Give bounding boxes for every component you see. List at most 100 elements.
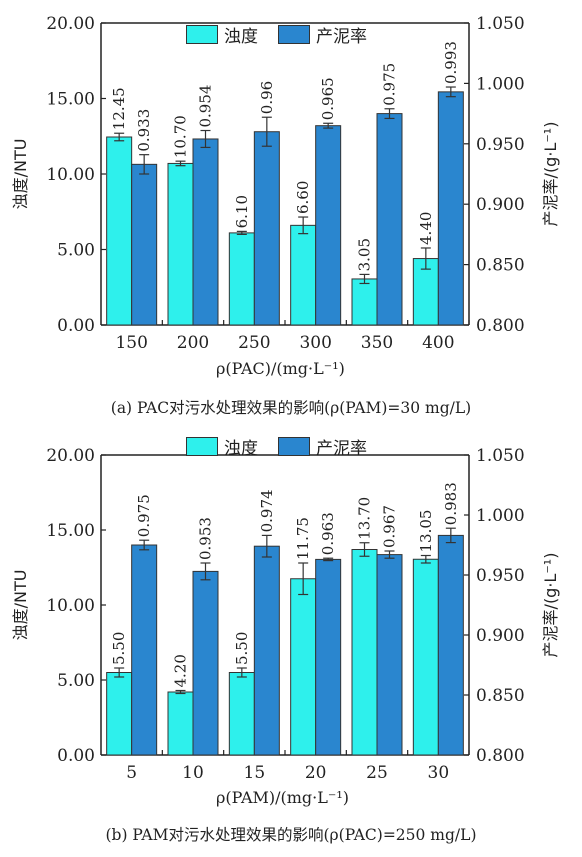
chart-b-svg: 0.00 5.00 10.00 15.00 20.00 0.800 0.850 0.900 0.… [11,446,560,783]
data-label: 0.96 [258,81,276,114]
data-label: 4.20 [172,654,190,687]
chart-a-x-axis-label: ρ(PAC)/(mg·L⁻¹) [216,359,345,378]
x-tick-label: 15 [244,763,266,783]
bar-sludge [437,91,464,326]
data-label: 0.983 [442,482,460,525]
right-tick-label: 1.050 [476,446,525,466]
x-tick-label: 200 [177,333,209,353]
x-tick-label: 350 [361,333,393,353]
chart-b-caption: (b) PAM对污水处理效果的影响(ρ(PAC)=250 mg/L) [105,826,477,844]
x-tick-label: 400 [422,333,454,353]
right-axis-title: 产泥率/(g·L⁻¹) [541,122,560,227]
right-tick-label: 0.950 [476,566,525,586]
bar-turbidity [228,232,255,326]
bar-turbidity [228,672,255,756]
right-tick-label: 0.950 [476,135,525,155]
left-axis-title: 浊度/NTU [11,570,30,641]
x-tick-label: 300 [299,333,331,353]
data-label: 6.10 [233,195,251,228]
legend-swatch-sludge [278,437,310,456]
data-label: 12.45 [110,87,128,130]
data-label: 0.963 [319,512,337,555]
left-tick-label: 5.00 [57,241,95,261]
bar-turbidity [412,558,439,756]
data-label: 13.05 [417,510,435,553]
legend-label-sludge: 产泥率 [316,27,367,47]
left-tick-label: 20.00 [46,14,95,34]
bar-sludge [192,570,219,756]
bar-sludge [131,163,158,326]
right-tick-label: 1.000 [476,74,525,94]
x-tick-label: 20 [305,763,327,783]
data-label: 0.975 [135,494,153,537]
right-tick-label: 0.850 [476,256,525,276]
data-label: 5.50 [110,632,128,665]
right-tick-label: 0.850 [476,686,525,706]
data-label: 10.70 [172,115,190,158]
legend-item-sludge: 产泥率 [278,22,367,47]
chart-b-x-axis-label: ρ(PAM)/(mg·L⁻¹) [216,788,349,807]
data-label: 13.70 [356,497,374,540]
left-tick-label: 15.00 [46,521,95,541]
bar-sludge [376,113,403,326]
left-tick-label: 5.00 [57,671,95,691]
data-label: 6.60 [294,181,312,214]
legend-item-turbidity: 浊度 [186,434,258,459]
data-label: 11.75 [294,517,312,560]
right-tick-label: 1.050 [476,14,525,34]
right-tick-label: 1.000 [476,506,525,526]
bar-turbidity [290,224,317,326]
bar-turbidity [106,136,133,326]
left-tick-label: 10.00 [46,596,95,616]
right-tick-label: 0.800 [476,746,525,766]
data-label: 0.965 [319,77,337,120]
x-tick-label: 10 [182,763,204,783]
legend-item-sludge: 产泥率 [278,434,367,459]
x-tick-label: 25 [366,763,388,783]
bar-turbidity [106,672,133,756]
chart-b-legend: 浊度 产泥率 [186,434,379,459]
left-tick-label: 0.00 [57,746,95,766]
data-label: 5.50 [233,632,251,665]
left-tick-label: 20.00 [46,446,95,466]
bar-sludge [131,544,158,756]
bar-sludge [192,138,219,326]
chart-a-svg: 0.00 5.00 10.00 15.00 20.00 0.800 0.850 0.900 0.… [11,14,560,353]
chart-panel-a: 0.00 5.00 10.00 15.00 20.00 0.800 0.850 0.900 0.… [0,0,582,428]
bar-sludge [315,125,342,326]
x-tick-label: 150 [115,333,147,353]
left-axis-title: 浊度/NTU [11,139,30,210]
bar-turbidity [167,162,194,326]
right-tick-label: 0.900 [476,195,525,215]
left-tick-label: 10.00 [46,165,95,185]
data-label: 0.993 [442,41,460,84]
legend-label-sludge: 产泥率 [316,439,367,459]
left-tick-label: 0.00 [57,316,95,336]
data-label: 0.974 [258,489,276,532]
chart-a-legend: 浊度 产泥率 [186,22,379,47]
x-tick-label: 30 [428,763,450,783]
data-label: 0.975 [381,63,399,106]
x-tick-label: 5 [126,763,137,783]
bar-turbidity [290,578,317,756]
legend-swatch-turbidity [186,437,218,456]
legend-label-turbidity: 浊度 [224,27,258,47]
bar-sludge [315,558,342,756]
data-label: 0.954 [197,85,215,128]
data-label: 3.05 [356,238,374,271]
chart-a-caption: (a) PAC对污水处理效果的影响(ρ(PAM)=30 mg/L) [110,399,472,417]
bar-turbidity [351,549,378,756]
right-axis-title: 产泥率/(g·L⁻¹) [541,553,560,658]
data-label: 0.953 [197,517,215,560]
x-tick-label: 250 [238,333,270,353]
data-label: 0.967 [381,505,399,548]
bar-sludge [437,534,464,756]
bar-turbidity [167,691,194,756]
legend-label-turbidity: 浊度 [224,439,258,459]
bar-turbidity [351,278,378,326]
data-label: 4.40 [417,212,435,245]
bar-sludge [253,545,280,756]
legend-item-turbidity: 浊度 [186,22,258,47]
right-tick-label: 0.800 [476,316,525,336]
chart-panel-b: 0.00 5.00 10.00 15.00 20.00 0.800 0.850 0.900 0.… [0,428,582,857]
